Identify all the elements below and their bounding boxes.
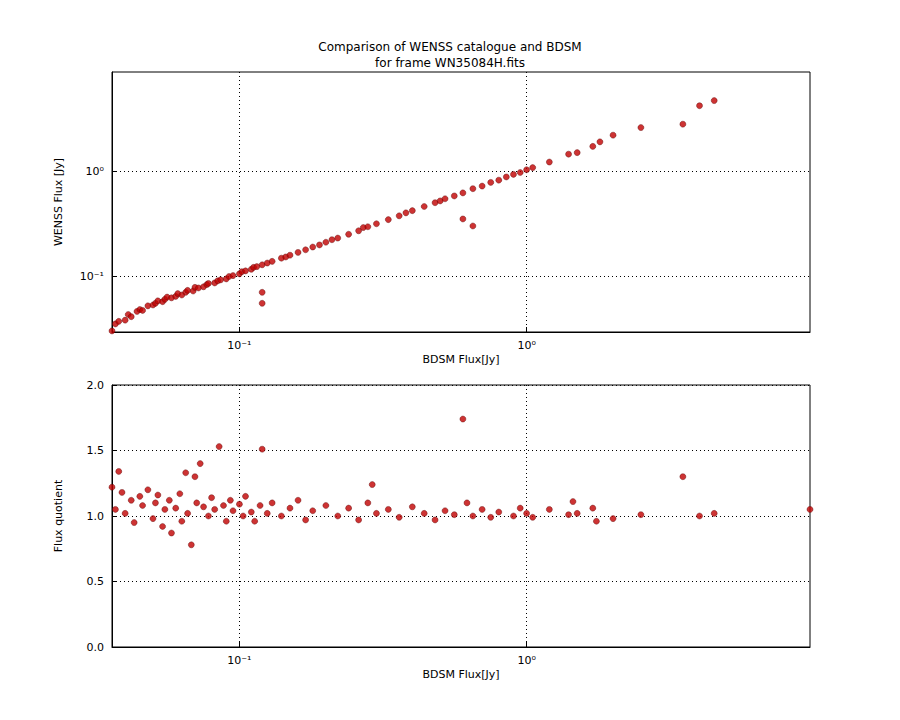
svg-text:10⁰: 10⁰ bbox=[517, 339, 536, 352]
svg-text:0.5: 0.5 bbox=[87, 575, 105, 588]
svg-text:2.0: 2.0 bbox=[87, 379, 105, 392]
svg-text:10⁰: 10⁰ bbox=[86, 165, 105, 178]
svg-text:Comparison of WENSS catalogue: Comparison of WENSS catalogue and BDSM bbox=[318, 40, 581, 54]
svg-text:WENSS Flux [Jy]: WENSS Flux [Jy] bbox=[52, 158, 65, 246]
svg-text:10⁰: 10⁰ bbox=[517, 654, 536, 667]
svg-text:10⁻¹: 10⁻¹ bbox=[80, 270, 104, 283]
svg-text:BDSM Flux[Jy]: BDSM Flux[Jy] bbox=[422, 353, 499, 366]
svg-text:0.0: 0.0 bbox=[87, 641, 105, 654]
svg-text:10⁻¹: 10⁻¹ bbox=[227, 654, 251, 667]
svg-text:BDSM Flux[Jy]: BDSM Flux[Jy] bbox=[422, 668, 499, 681]
svg-text:1.5: 1.5 bbox=[87, 444, 105, 457]
svg-text:Flux quotient: Flux quotient bbox=[52, 479, 65, 552]
svg-text:10⁻¹: 10⁻¹ bbox=[227, 339, 251, 352]
svg-text:1.0: 1.0 bbox=[87, 510, 105, 523]
svg-text:for frame WN35084H.fits: for frame WN35084H.fits bbox=[375, 56, 525, 70]
